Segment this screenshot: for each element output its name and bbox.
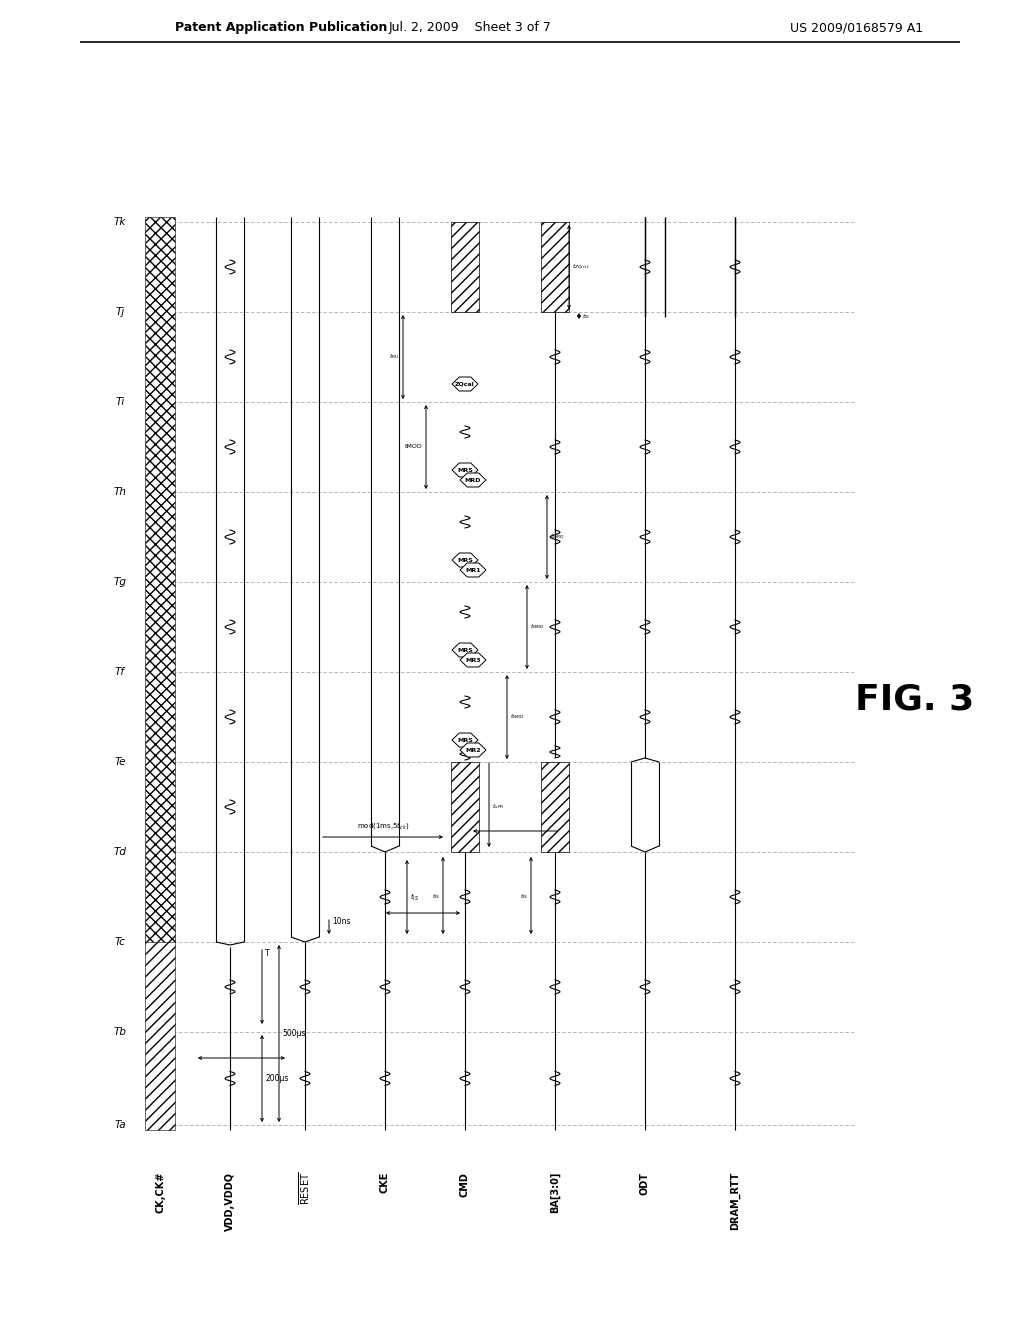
- Bar: [451, 762, 479, 851]
- Text: FIG. 3: FIG. 3: [855, 682, 974, 717]
- Polygon shape: [460, 473, 486, 487]
- Text: $t_{WRD}$: $t_{WRD}$: [530, 623, 545, 631]
- Text: 10ns: 10ns: [332, 917, 350, 927]
- Text: Te: Te: [115, 756, 126, 767]
- Text: T: T: [265, 949, 269, 958]
- Text: Ti: Ti: [116, 397, 125, 407]
- Text: mod(1ms,5$t_{ck}$): mod(1ms,5$t_{ck}$): [356, 820, 410, 832]
- Polygon shape: [460, 653, 486, 667]
- Text: BA[3:0]: BA[3:0]: [550, 1172, 560, 1213]
- Bar: [451, 222, 479, 312]
- Text: $t_{IS}$: $t_{IS}$: [582, 313, 591, 322]
- Text: US 2009/0168579 A1: US 2009/0168579 A1: [790, 21, 923, 34]
- Polygon shape: [452, 553, 478, 568]
- Polygon shape: [452, 733, 478, 747]
- Text: tMOD: tMOD: [406, 445, 423, 450]
- Text: MRS: MRS: [457, 467, 473, 473]
- Polygon shape: [452, 643, 478, 657]
- Text: Td: Td: [114, 847, 127, 857]
- Text: Tj: Tj: [116, 308, 125, 317]
- Text: $t_{ZQinit}$: $t_{ZQinit}$: [572, 263, 590, 272]
- Text: $t_{IS}$: $t_{IS}$: [519, 892, 528, 902]
- Text: MRD: MRD: [465, 478, 481, 483]
- Bar: [145, 216, 175, 942]
- Text: $t_{IS}$: $t_{IS}$: [410, 891, 419, 903]
- Bar: [541, 762, 569, 851]
- Text: MRS: MRS: [457, 557, 473, 562]
- Text: Tf: Tf: [115, 667, 125, 677]
- Polygon shape: [460, 564, 486, 577]
- Polygon shape: [452, 463, 478, 477]
- Text: $t_{RU}$: $t_{RU}$: [389, 352, 400, 362]
- Text: MRS: MRS: [457, 648, 473, 652]
- Text: DRAM_RTT: DRAM_RTT: [730, 1172, 740, 1230]
- Text: Patent Application Publication: Patent Application Publication: [175, 21, 387, 34]
- Text: Tk: Tk: [114, 216, 126, 227]
- Text: MRS: MRS: [457, 738, 473, 742]
- Text: Tc: Tc: [115, 937, 125, 946]
- Text: 500μs: 500μs: [282, 1030, 305, 1038]
- Text: $t_{xPR}$: $t_{xPR}$: [492, 803, 504, 812]
- Text: MR2: MR2: [465, 747, 481, 752]
- Text: ODT: ODT: [640, 1172, 650, 1195]
- Bar: [145, 937, 175, 1130]
- Text: CK,CK#: CK,CK#: [155, 1172, 165, 1213]
- Text: $t_{WRD}$: $t_{WRD}$: [550, 532, 565, 541]
- Text: Th: Th: [114, 487, 127, 498]
- Polygon shape: [460, 743, 486, 756]
- Text: MR3: MR3: [465, 657, 481, 663]
- Text: $t_{WRD}$: $t_{WRD}$: [510, 713, 525, 722]
- Text: Jul. 2, 2009    Sheet 3 of 7: Jul. 2, 2009 Sheet 3 of 7: [388, 21, 552, 34]
- Text: Tg: Tg: [114, 577, 127, 587]
- Text: CMD: CMD: [460, 1172, 470, 1197]
- Bar: [541, 222, 569, 312]
- Polygon shape: [452, 378, 478, 391]
- Text: Tb: Tb: [114, 1027, 127, 1038]
- Text: VDD,VDDQ: VDD,VDDQ: [225, 1172, 234, 1232]
- Text: 200μs: 200μs: [265, 1074, 289, 1082]
- Text: Ta: Ta: [115, 1119, 126, 1130]
- Text: $t_{IS}$: $t_{IS}$: [432, 892, 440, 902]
- Text: $\overline{\mathrm{RESET}}$: $\overline{\mathrm{RESET}}$: [298, 1172, 312, 1205]
- Text: ZQcal: ZQcal: [455, 381, 475, 387]
- Text: MR1: MR1: [465, 568, 481, 573]
- Text: CKE: CKE: [380, 1172, 390, 1193]
